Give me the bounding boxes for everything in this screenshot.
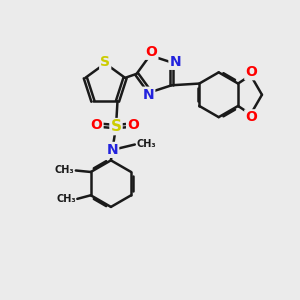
Text: CH₃: CH₃ <box>136 139 156 149</box>
Text: CH₃: CH₃ <box>55 165 74 175</box>
Text: N: N <box>106 143 118 157</box>
Text: O: O <box>127 118 139 131</box>
Text: O: O <box>91 118 103 131</box>
Text: O: O <box>245 65 257 79</box>
Text: S: S <box>110 119 122 134</box>
Text: O: O <box>146 45 158 59</box>
Text: N: N <box>169 55 181 69</box>
Text: N: N <box>143 88 154 102</box>
Text: S: S <box>100 55 110 69</box>
Text: O: O <box>245 110 257 124</box>
Text: CH₃: CH₃ <box>56 194 76 205</box>
